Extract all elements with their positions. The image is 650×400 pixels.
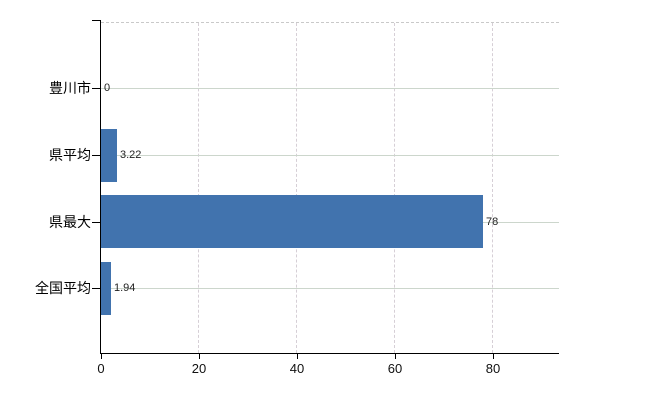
category-label: 県平均: [49, 147, 91, 163]
gridline-vertical: [198, 23, 199, 353]
y-axis-tick: [92, 222, 100, 223]
value-label: 1.94: [114, 282, 136, 294]
gridline-horizontal: [101, 155, 559, 156]
y-axis-line: [100, 20, 101, 353]
gridline-vertical: [492, 23, 493, 353]
value-label: 3.22: [120, 149, 142, 161]
gridline-vertical: [394, 23, 395, 353]
bar-全国平均: [101, 262, 111, 315]
y-axis-tick: [92, 88, 100, 89]
value-label: 78: [486, 216, 499, 228]
gridline-horizontal: [101, 288, 559, 289]
gridline-horizontal: [101, 88, 559, 89]
x-axis-tick: [395, 354, 396, 359]
category-label: 豊川市: [49, 80, 91, 96]
x-tick-label: 0: [97, 361, 105, 376]
value-label: 0: [104, 82, 111, 94]
y-axis-top-cap-tick: [92, 20, 100, 21]
x-tick-label: 60: [387, 361, 403, 376]
y-axis-tick: [92, 155, 100, 156]
category-label: 県最大: [49, 214, 91, 230]
plot-top-border: [101, 22, 559, 23]
x-axis-tick: [199, 354, 200, 359]
x-axis-tick: [493, 354, 494, 359]
x-axis-line: [100, 353, 559, 354]
bar-県平均: [101, 129, 117, 182]
x-tick-label: 80: [485, 361, 501, 376]
bar-県最大: [101, 195, 483, 248]
x-axis-tick: [297, 354, 298, 359]
x-axis-tick: [101, 354, 102, 359]
y-axis-tick: [92, 288, 100, 289]
x-tick-label: 40: [289, 361, 305, 376]
x-tick-label: 20: [191, 361, 207, 376]
gridline-vertical: [296, 23, 297, 353]
category-label: 全国平均: [35, 280, 91, 296]
